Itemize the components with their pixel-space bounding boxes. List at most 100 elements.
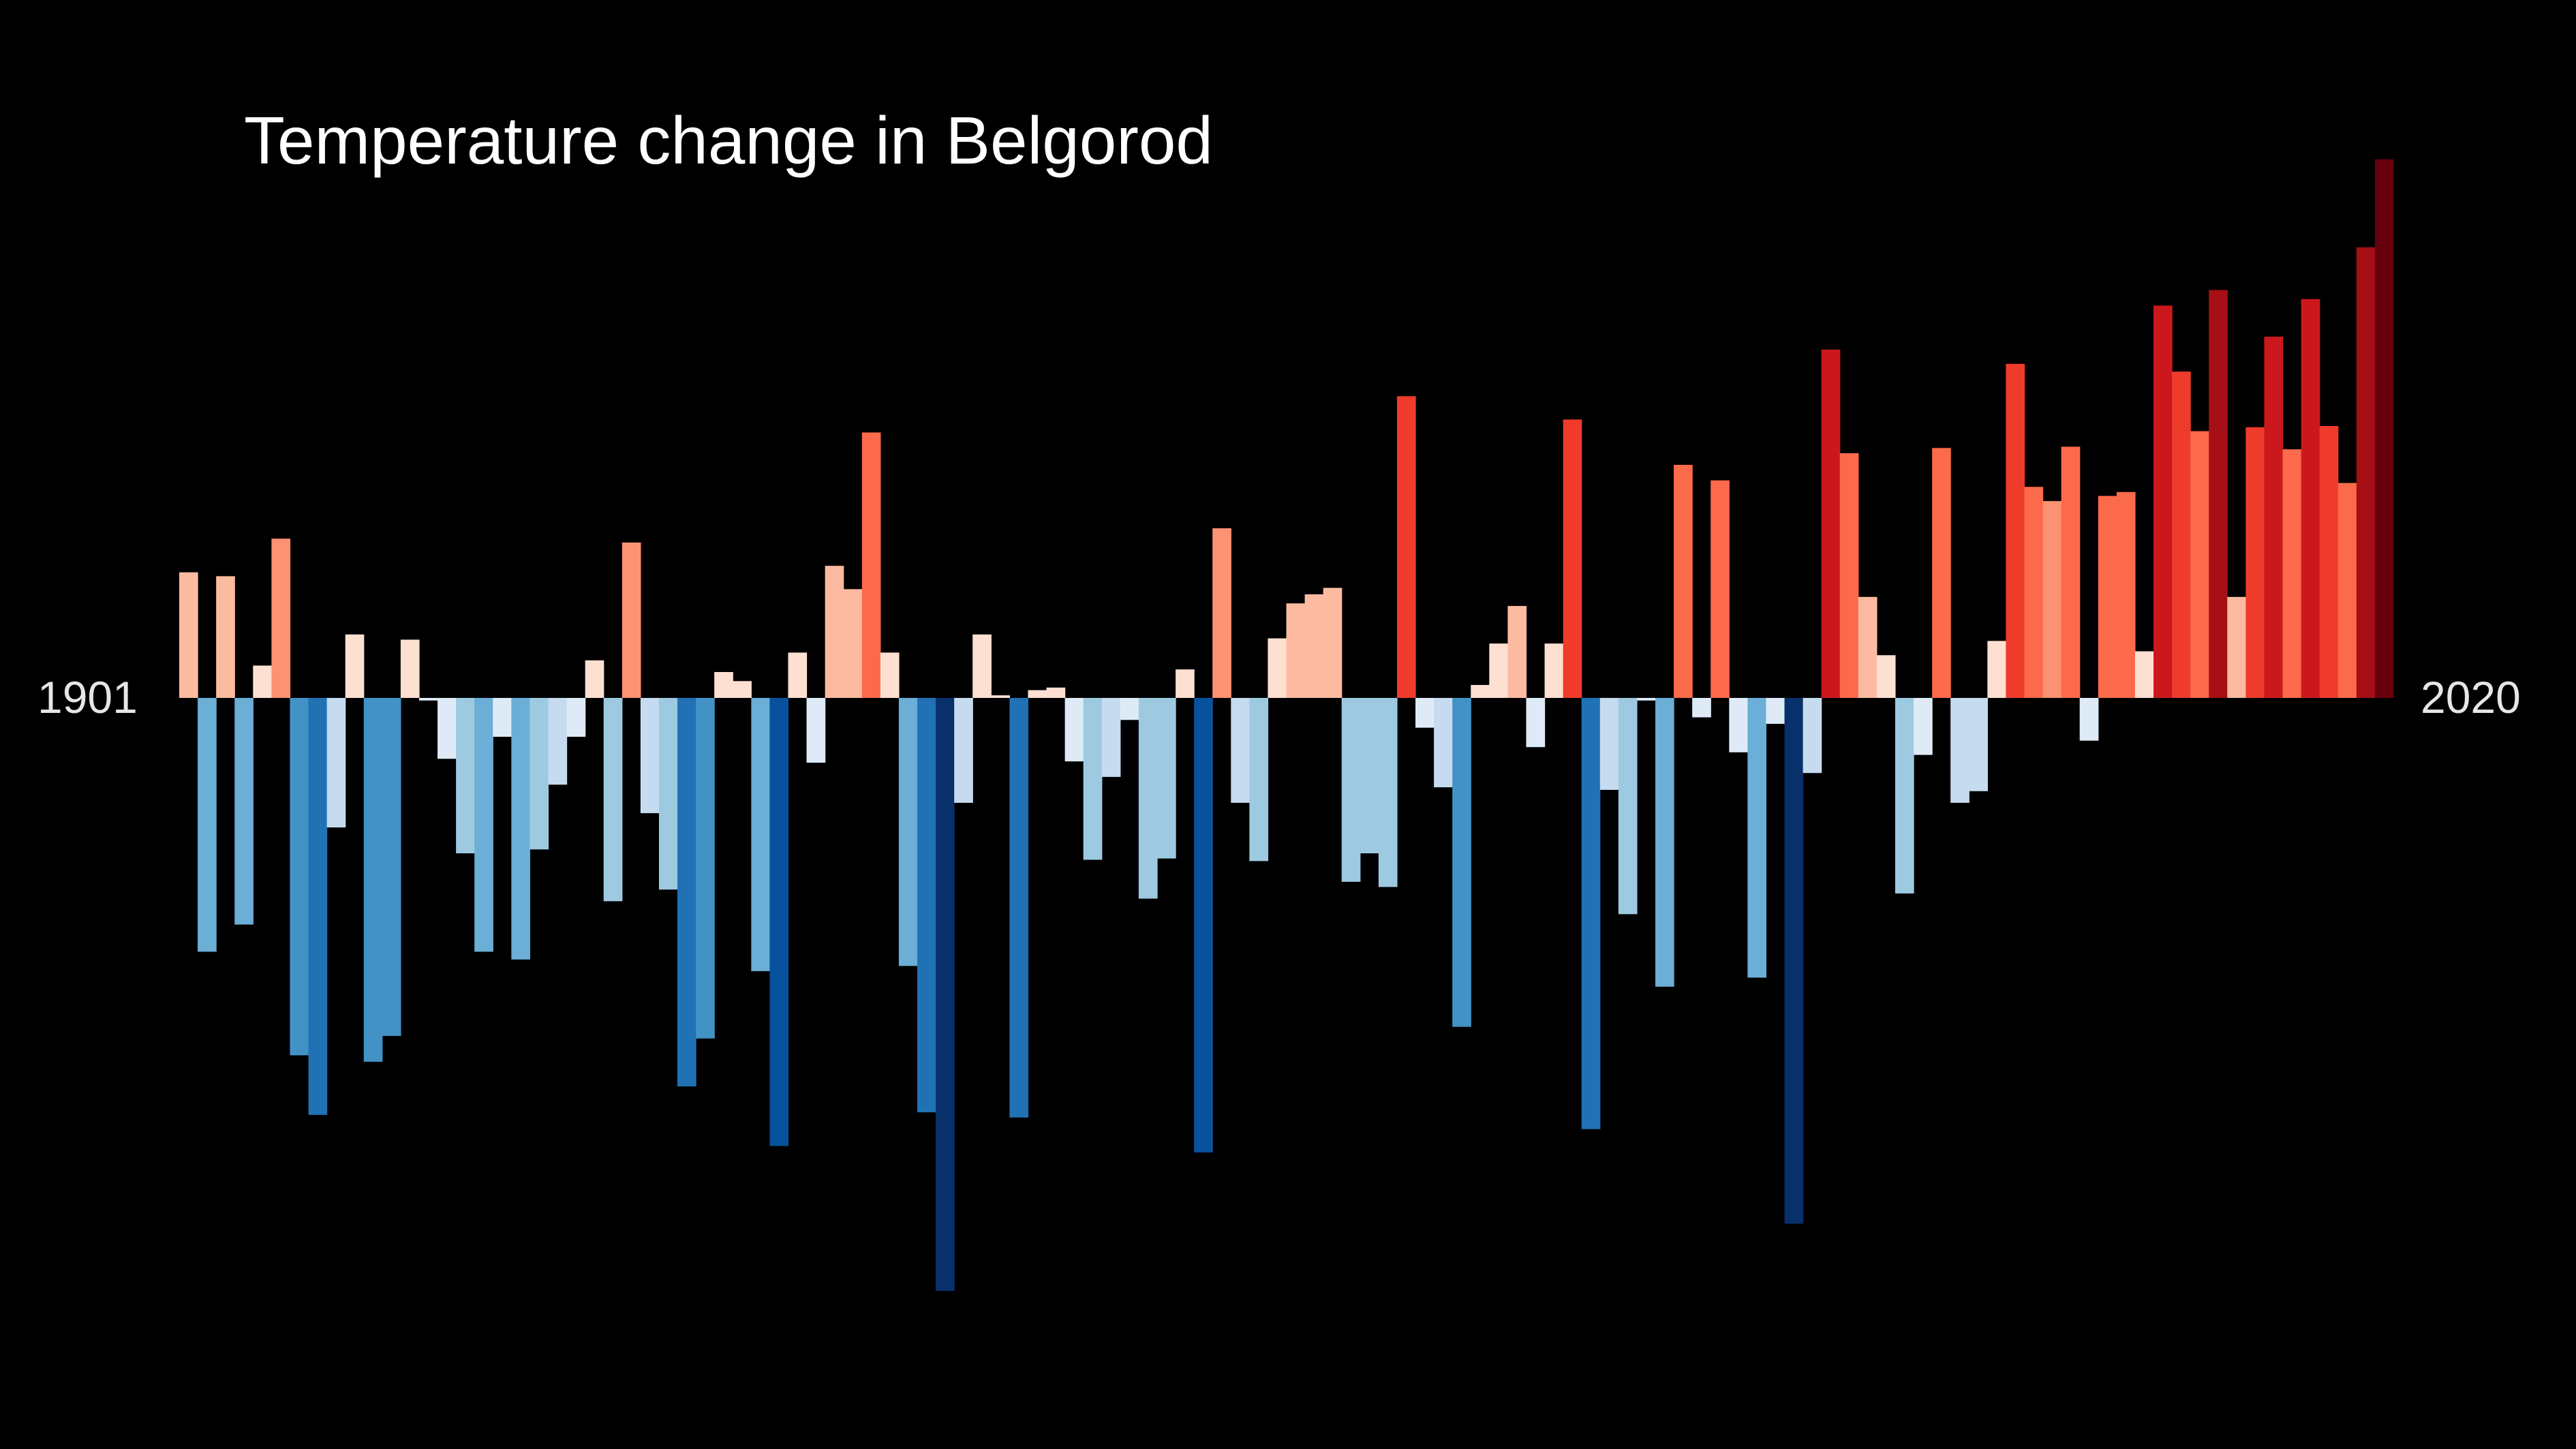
bar-1930 — [714, 672, 733, 698]
bar-1944 — [972, 634, 992, 698]
bar-1910 — [345, 634, 365, 698]
bar-1982 — [1674, 465, 1693, 698]
bar-2011 — [2209, 290, 2228, 698]
bar-2005 — [2098, 495, 2117, 698]
bar-1964 — [1341, 698, 1361, 882]
bar-1939 — [880, 652, 900, 698]
bar-2016 — [2301, 299, 2320, 698]
bar-1934 — [788, 652, 808, 698]
bar-1916 — [456, 698, 475, 853]
bar-1933 — [769, 698, 789, 1146]
bar-1914 — [418, 698, 438, 701]
bar-1975 — [1544, 643, 1564, 698]
bar-1917 — [474, 698, 493, 952]
bar-1932 — [751, 698, 770, 971]
bar-1940 — [898, 698, 918, 966]
bar-1993 — [1876, 655, 1896, 698]
bar-2002 — [2042, 501, 2062, 698]
bar-2010 — [2190, 431, 2209, 698]
bar-1935 — [806, 698, 826, 763]
bar-1948 — [1046, 687, 1066, 698]
bar-1991 — [1839, 453, 1859, 698]
bar-1976 — [1563, 419, 1582, 698]
bar-1960 — [1268, 638, 1287, 698]
bar-1980 — [1636, 698, 1656, 701]
bar-2009 — [2172, 371, 2191, 698]
bar-1968 — [1415, 698, 1435, 728]
bar-1911 — [363, 698, 383, 1062]
start-year-label: 1901 — [37, 672, 138, 722]
bar-2018 — [2337, 483, 2357, 698]
bar-1908 — [308, 698, 328, 1115]
bar-1963 — [1323, 588, 1343, 698]
bar-1937 — [843, 589, 863, 698]
bar-2003 — [2061, 446, 2081, 698]
bar-1905 — [253, 665, 272, 698]
bar-1945 — [991, 695, 1010, 698]
bar-2014 — [2264, 336, 2284, 698]
bar-1941 — [917, 698, 936, 1112]
bar-1929 — [696, 698, 715, 1039]
bar-1946 — [1009, 698, 1029, 1118]
bar-1972 — [1489, 643, 1508, 698]
bar-2020 — [2374, 159, 2394, 699]
bar-1943 — [954, 698, 973, 803]
end-year-label: 2020 — [2421, 672, 2521, 722]
bar-1953 — [1138, 698, 1158, 899]
bar-1951 — [1101, 698, 1121, 777]
bar-1924 — [603, 698, 623, 902]
bar-1931 — [733, 681, 752, 698]
bar-2000 — [2006, 363, 2025, 698]
bar-1998 — [1969, 698, 1988, 791]
bar-1977 — [1581, 698, 1601, 1129]
bar-1983 — [1692, 698, 1711, 718]
bar-1984 — [1711, 480, 1730, 698]
bar-1965 — [1360, 698, 1379, 853]
bar-2004 — [2079, 698, 2099, 741]
bar-1966 — [1378, 698, 1398, 887]
bar-1989 — [1803, 698, 1822, 774]
bar-1971 — [1471, 685, 1490, 698]
bar-1920 — [530, 698, 549, 850]
bar-1973 — [1507, 606, 1527, 698]
bar-1949 — [1064, 698, 1084, 762]
bar-1974 — [1526, 698, 1546, 748]
bar-1959 — [1249, 698, 1269, 861]
bar-1906 — [271, 538, 291, 698]
bar-2006 — [2116, 491, 2136, 698]
bar-1957 — [1212, 528, 1231, 698]
bar-1903 — [216, 576, 235, 698]
bar-1999 — [1987, 641, 2007, 698]
bar-1938 — [861, 432, 881, 698]
bar-1942 — [936, 698, 955, 1292]
bar-1962 — [1304, 594, 1324, 698]
bar-1922 — [566, 698, 586, 737]
bar-1990 — [1821, 349, 1841, 698]
bar-1996 — [1932, 448, 1951, 698]
bar-1961 — [1286, 603, 1306, 698]
bar-1902 — [198, 698, 217, 952]
bar-2013 — [2245, 427, 2265, 698]
bar-2012 — [2227, 596, 2246, 698]
bar-1994 — [1895, 698, 1914, 894]
bar-2007 — [2134, 651, 2154, 698]
bar-1987 — [1766, 698, 1785, 724]
bar-2017 — [2319, 426, 2339, 698]
bar-1995 — [1914, 698, 1933, 755]
bar-2019 — [2356, 247, 2376, 698]
bar-1970 — [1452, 698, 1471, 1027]
bar-1915 — [438, 698, 457, 759]
bar-1955 — [1176, 669, 1195, 698]
bar-1997 — [1950, 698, 1969, 803]
bar-1909 — [326, 698, 346, 827]
bar-1992 — [1858, 596, 1877, 698]
bar-1928 — [677, 698, 696, 1086]
bar-1927 — [658, 698, 678, 890]
bar-1912 — [382, 698, 401, 1036]
bar-1919 — [511, 698, 531, 960]
bar-1913 — [400, 639, 420, 698]
bar-1978 — [1599, 698, 1619, 790]
bar-1958 — [1231, 698, 1250, 803]
